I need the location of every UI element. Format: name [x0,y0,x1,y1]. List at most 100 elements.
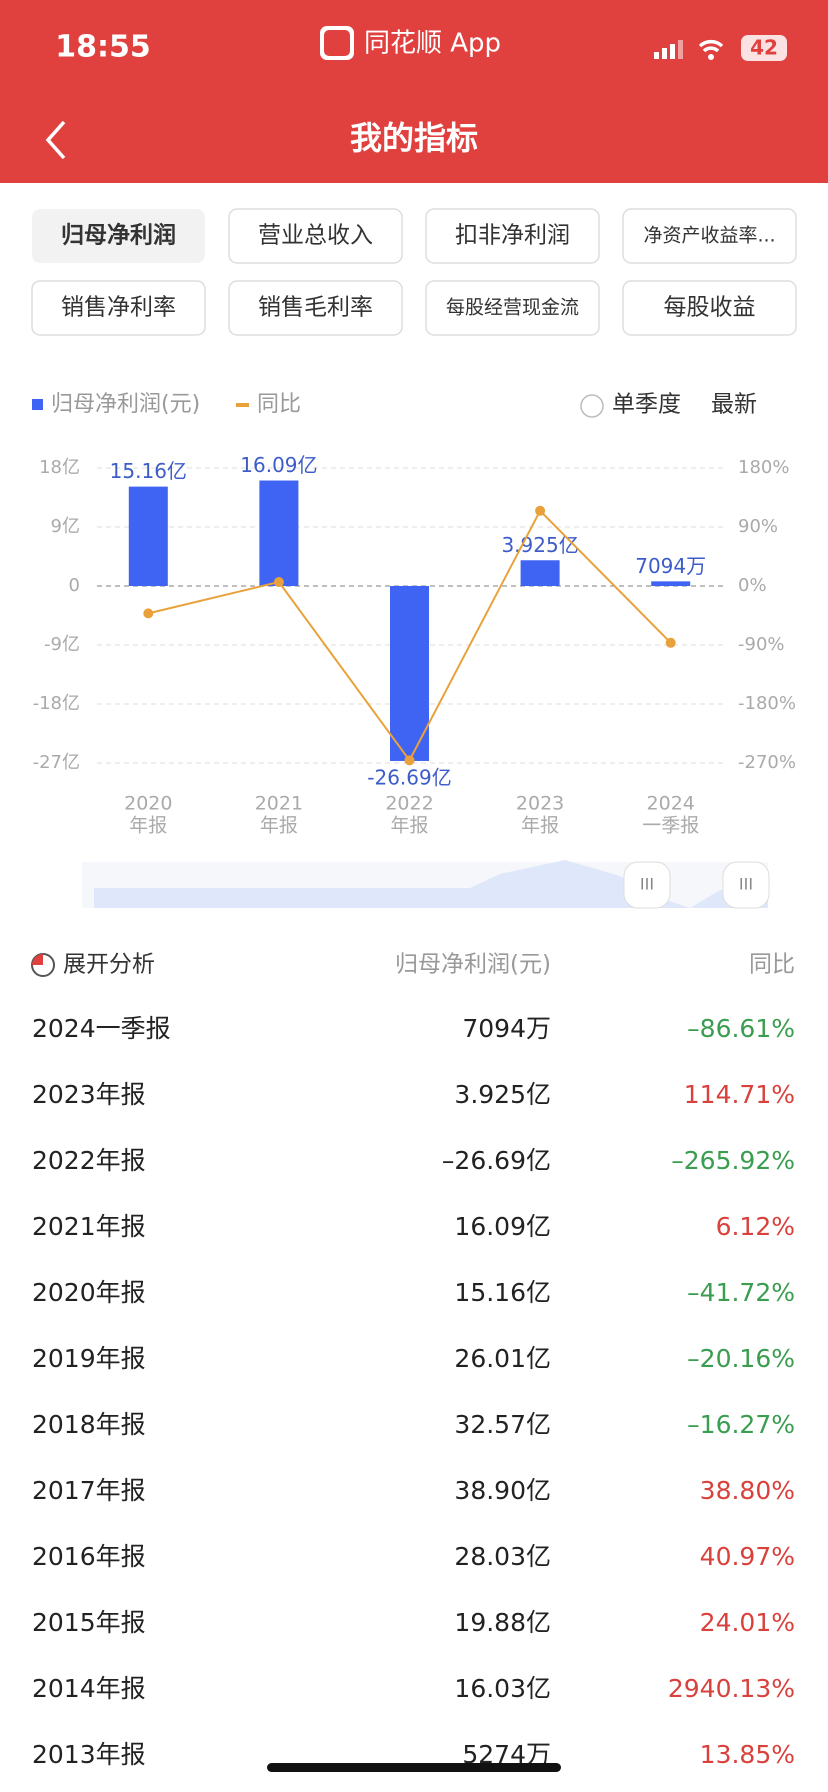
line-point [143,608,154,619]
row-yoy: –41.72% [687,1278,795,1307]
slider-handle-left[interactable] [623,861,671,909]
tab-label: 归母净利润 [61,222,176,249]
y-tick-label: -27亿 [33,752,80,773]
line-point [404,755,415,766]
y-tick-label: -9亿 [44,634,80,655]
tab[interactable] [228,280,403,336]
table-header[interactable]: 展开分析 [63,952,155,978]
tab-label: 每股经营现金流 [446,297,579,319]
y2-tick-label: 90% [738,516,778,537]
row-value: 26.01亿 [454,1344,551,1373]
data-label: 15.16亿 [110,459,187,483]
tab-label: 扣非净利润 [455,223,570,249]
option-label: 单季度 [612,392,681,418]
radio-button[interactable] [580,394,604,418]
row-yoy: –86.61% [687,1014,795,1043]
row-value: –26.69亿 [442,1146,551,1175]
tab-label: 营业总收入 [258,223,373,249]
nav-title: 我的指标 [350,119,478,157]
bar [520,560,560,586]
x-tick-label: 年报 [521,815,559,837]
row-yoy: 2940.13% [668,1674,795,1703]
tab[interactable] [31,280,206,336]
row-yoy: 24.01% [700,1608,795,1637]
tab[interactable] [622,208,797,264]
data-label: 3.925亿 [501,533,578,557]
bar [259,480,299,586]
analysis-icon-slice [32,954,43,965]
x-tick-label: 年报 [390,815,428,837]
table-header: 归母净利润(元) [395,952,551,978]
tab-label: 销售净利率 [61,295,176,321]
legend-swatch [236,403,249,407]
back-button[interactable] [45,120,66,160]
row-yoy: 40.97% [700,1542,795,1571]
x-tick-label: 2024 [647,793,695,815]
data-label: -26.69亿 [367,765,451,789]
tab[interactable] [228,208,403,264]
row-period: 2022年报 [32,1146,146,1175]
row-period: 2024一季报 [32,1014,171,1043]
signal-icon [654,40,683,59]
row-period: 2014年报 [32,1674,146,1703]
row-yoy: 13.85% [700,1740,795,1769]
row-period: 2017年报 [32,1476,146,1505]
y-tick-label: 18亿 [39,457,80,478]
row-value: 7094万 [462,1014,551,1043]
row-value: 32.57亿 [454,1410,551,1439]
table-header: 同比 [749,952,795,978]
status-app: 同花顺 App [364,29,501,59]
x-tick-label: 2023 [516,793,564,815]
header-bg [0,0,828,183]
slider-handle-right[interactable] [722,861,770,909]
data-label: 16.09亿 [240,453,317,477]
home-indicator [267,1763,561,1772]
row-value: 38.90亿 [454,1476,551,1505]
tab[interactable] [425,208,600,264]
wifi-dot [708,54,714,60]
row-yoy: –265.92% [671,1146,795,1175]
row-value: 3.925亿 [454,1080,551,1109]
tab[interactable] [32,209,205,263]
line-point [273,576,284,587]
y2-tick-label: 0% [738,575,767,596]
row-period: 2020年报 [32,1278,146,1307]
battery [741,35,787,61]
line-point [535,505,546,516]
app-icon-inner [324,30,350,56]
y2-tick-label: -90% [738,634,785,655]
row-value: 19.88亿 [454,1608,551,1637]
handle-grip: III [739,875,753,894]
battery-level: 42 [750,36,778,60]
status-time: 18:55 [55,30,151,65]
row-value: 15.16亿 [454,1278,551,1307]
row-period: 2015年报 [32,1608,146,1637]
row-value: 28.03亿 [454,1542,551,1571]
range-slider: III III [82,860,770,909]
bar [128,486,168,586]
tab[interactable] [425,280,600,336]
option-label[interactable]: 最新 [711,392,757,418]
row-period: 2023年报 [32,1080,146,1109]
x-tick-label: 一季报 [642,815,699,837]
y2-tick-label: 180% [738,457,789,478]
tab-label: 销售毛利率 [258,295,373,321]
handle-grip: III [640,875,654,894]
row-yoy: –16.27% [687,1410,795,1439]
row-period: 2019年报 [32,1344,146,1373]
y-tick-label: -18亿 [33,693,80,714]
line-point [665,637,676,648]
row-value: 16.03亿 [454,1674,551,1703]
x-tick-label: 年报 [129,815,167,837]
row-yoy: –20.16% [687,1344,795,1373]
row-period: 2013年报 [32,1740,146,1769]
tab-label: 净资产收益率... [643,225,775,247]
row-value: 16.09亿 [454,1212,551,1241]
x-tick-label: 2020 [124,793,172,815]
tab-label: 每股收益 [664,295,756,321]
y-tick-label: 0 [69,575,80,596]
y-tick-label: 9亿 [51,516,80,537]
bar [390,586,429,761]
tab[interactable] [622,280,797,336]
